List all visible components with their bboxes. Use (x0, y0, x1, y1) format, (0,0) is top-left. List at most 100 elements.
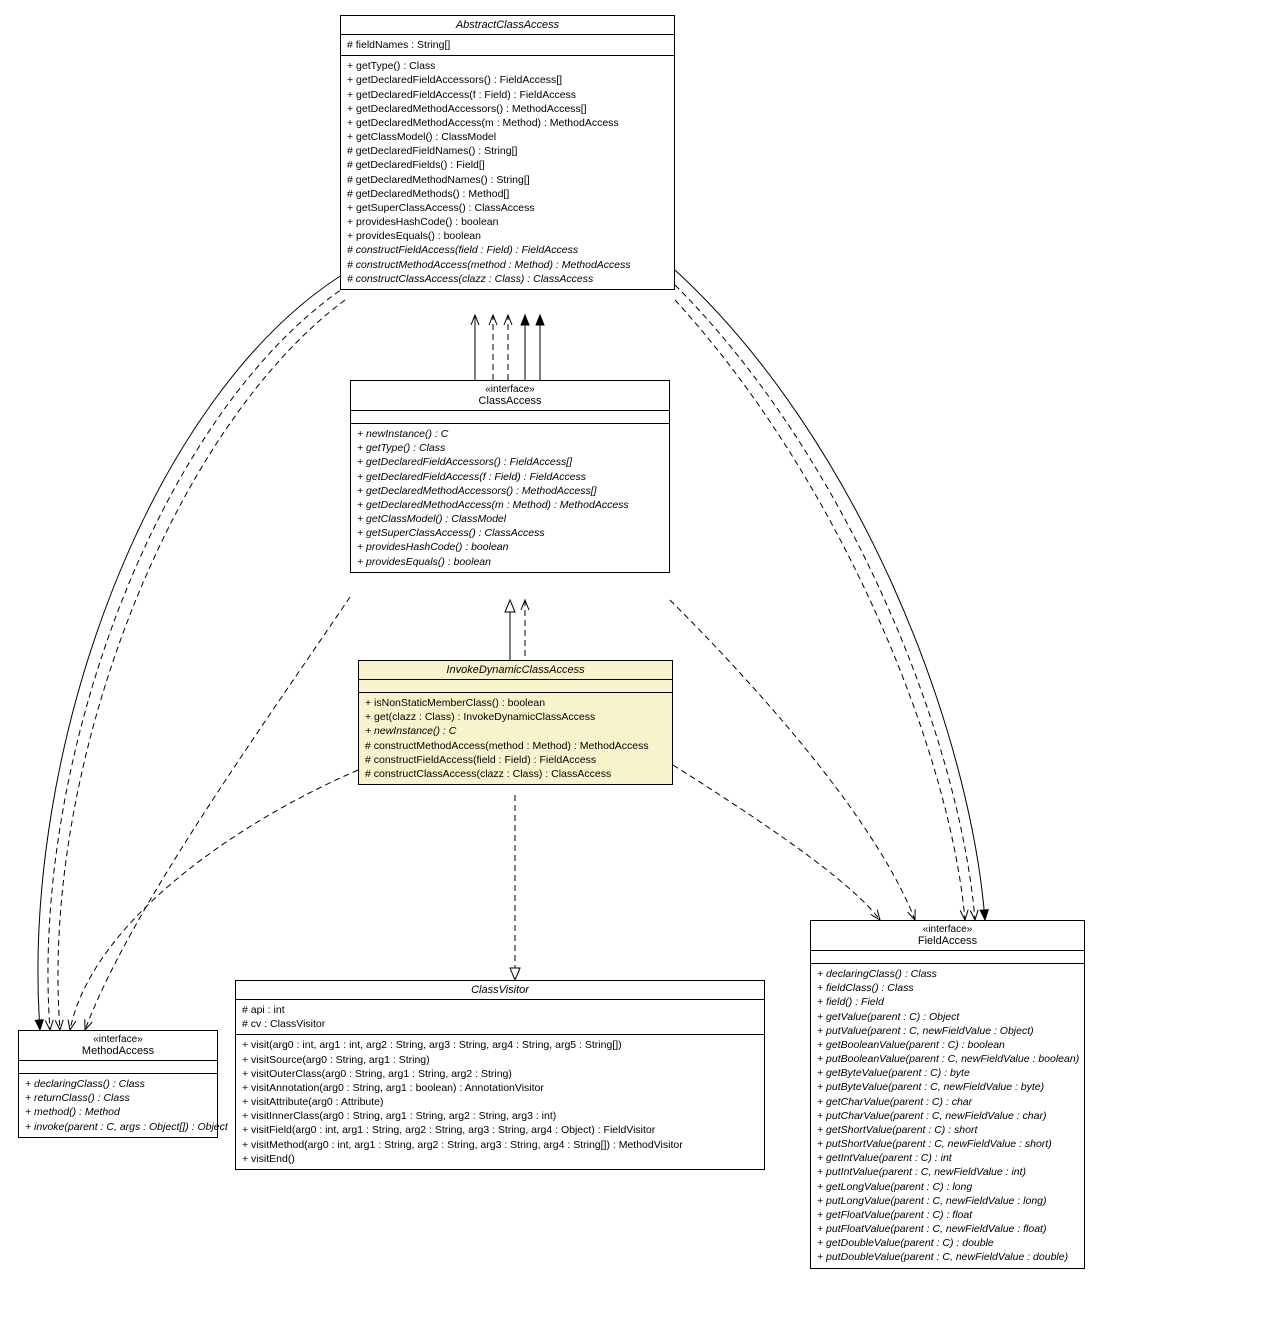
operation-row: # getDeclaredMethodNames() : String[] (347, 173, 668, 187)
operation-row: + visitMethod(arg0 : int, arg1 : String,… (242, 1138, 758, 1152)
attributes-section (359, 680, 672, 693)
class-title: «interface»MethodAccess (19, 1031, 217, 1061)
operation-row: + visitAnnotation(arg0 : String, arg1 : … (242, 1081, 758, 1095)
operation-row: + getDeclaredMethodAccessors() : MethodA… (357, 484, 663, 498)
operation-row: + getDeclaredMethodAccess(m : Method) : … (347, 116, 668, 130)
attribute-row: # fieldNames : String[] (347, 38, 668, 52)
operation-row: + putDoubleValue(parent : C, newFieldVal… (817, 1250, 1078, 1264)
operation-row: + getDeclaredFieldAccess(f : Field) : Fi… (347, 88, 668, 102)
attributes-section: # fieldNames : String[] (341, 35, 674, 56)
operation-row: + field() : Field (817, 995, 1078, 1009)
stereotype-label: «interface» (25, 1034, 211, 1045)
operation-row: # constructFieldAccess(field : Field) : … (365, 753, 666, 767)
operation-row: # constructClassAccess(clazz : Class) : … (365, 767, 666, 781)
operation-row: + returnClass() : Class (25, 1091, 211, 1105)
operation-row: + visitField(arg0 : int, arg1 : String, … (242, 1123, 758, 1137)
class-invoke-dynamic-class-access: InvokeDynamicClassAccess + isNonStaticMem… (358, 660, 673, 785)
class-name: ClassVisitor (242, 984, 758, 996)
attributes-section: # api : int# cv : ClassVisitor (236, 1000, 764, 1035)
operation-row: + getDoubleValue(parent : C) : double (817, 1236, 1078, 1250)
operation-row: + getClassModel() : ClassModel (357, 512, 663, 526)
class-title: «interface»FieldAccess (811, 921, 1084, 951)
operation-row: + getDeclaredMethodAccessors() : MethodA… (347, 102, 668, 116)
operation-row: + isNonStaticMemberClass() : boolean (365, 696, 666, 710)
class-abstract-class-access: AbstractClassAccess # fieldNames : String… (340, 15, 675, 290)
operation-row: + putLongValue(parent : C, newFieldValue… (817, 1194, 1078, 1208)
operation-row: + providesEquals() : boolean (357, 555, 663, 569)
operation-row: + getFloatValue(parent : C) : float (817, 1208, 1078, 1222)
operation-row: + putCharValue(parent : C, newFieldValue… (817, 1109, 1078, 1123)
operation-row: + getDeclaredFieldAccess(f : Field) : Fi… (357, 470, 663, 484)
operation-row: + getDeclaredFieldAccessors() : FieldAcc… (347, 73, 668, 87)
operation-row: + getClassModel() : ClassModel (347, 130, 668, 144)
attributes-section (351, 411, 669, 424)
operation-row: + putByteValue(parent : C, newFieldValue… (817, 1080, 1078, 1094)
operation-row: + visitSource(arg0 : String, arg1 : Stri… (242, 1053, 758, 1067)
operation-row: # getDeclaredFieldNames() : String[] (347, 144, 668, 158)
diagram-canvas: AbstractClassAccess # fieldNames : String… (10, 10, 1270, 1310)
attribute-row: # api : int (242, 1003, 758, 1017)
class-name: MethodAccess (25, 1045, 211, 1057)
operation-row: + getValue(parent : C) : Object (817, 1010, 1078, 1024)
operation-row: # getDeclaredMethods() : Method[] (347, 187, 668, 201)
operations-section: + newInstance() : C+ getType() : Class+ … (351, 424, 669, 572)
operation-row: + getDeclaredFieldAccessors() : FieldAcc… (357, 455, 663, 469)
operation-row: # constructMethodAccess(method : Method)… (365, 739, 666, 753)
operation-row: + visit(arg0 : int, arg1 : int, arg2 : S… (242, 1038, 758, 1052)
stereotype-label: «interface» (357, 384, 663, 395)
class-name: InvokeDynamicClassAccess (365, 664, 666, 676)
interface-class-access: «interface»ClassAccess + newInstance() : … (350, 380, 670, 573)
operation-row: + providesHashCode() : boolean (357, 540, 663, 554)
operation-row: + putIntValue(parent : C, newFieldValue … (817, 1165, 1078, 1179)
operation-row: + putFloatValue(parent : C, newFieldValu… (817, 1222, 1078, 1236)
operation-row: + getLongValue(parent : C) : long (817, 1180, 1078, 1194)
operation-row: + getBooleanValue(parent : C) : boolean (817, 1038, 1078, 1052)
stereotype-label: «interface» (817, 924, 1078, 935)
class-name: AbstractClassAccess (347, 19, 668, 31)
operation-row: + putValue(parent : C, newFieldValue : O… (817, 1024, 1078, 1038)
operations-section: + declaringClass() : Class+ returnClass(… (19, 1074, 217, 1137)
operations-section: + getType() : Class+ getDeclaredFieldAcc… (341, 56, 674, 289)
operation-row: + declaringClass() : Class (817, 967, 1078, 981)
attributes-section (811, 951, 1084, 964)
class-name: FieldAccess (817, 935, 1078, 947)
operation-row: + declaringClass() : Class (25, 1077, 211, 1091)
operation-row: + getByteValue(parent : C) : byte (817, 1066, 1078, 1080)
class-class-visitor: ClassVisitor # api : int# cv : ClassVisit… (235, 980, 765, 1170)
operation-row: + getIntValue(parent : C) : int (817, 1151, 1078, 1165)
operation-row: + fieldClass() : Class (817, 981, 1078, 995)
operation-row: + newInstance() : C (357, 427, 663, 441)
operation-row: + visitOuterClass(arg0 : String, arg1 : … (242, 1067, 758, 1081)
operation-row: + getSuperClassAccess() : ClassAccess (347, 201, 668, 215)
operation-row: + getSuperClassAccess() : ClassAccess (357, 526, 663, 540)
operation-row: # getDeclaredFields() : Field[] (347, 158, 668, 172)
operation-row: + providesEquals() : boolean (347, 229, 668, 243)
operation-row: + getCharValue(parent : C) : char (817, 1095, 1078, 1109)
operation-row: + newInstance() : C (365, 724, 666, 738)
class-title: AbstractClassAccess (341, 16, 674, 35)
operation-row: # constructClassAccess(clazz : Class) : … (347, 272, 668, 286)
class-title: InvokeDynamicClassAccess (359, 661, 672, 680)
operation-row: + getShortValue(parent : C) : short (817, 1123, 1078, 1137)
operation-row: # constructMethodAccess(method : Method)… (347, 258, 668, 272)
class-title: ClassVisitor (236, 981, 764, 1000)
operations-section: + visit(arg0 : int, arg1 : int, arg2 : S… (236, 1035, 764, 1169)
interface-field-access: «interface»FieldAccess + declaringClass()… (810, 920, 1085, 1269)
operation-row: + putBooleanValue(parent : C, newFieldVa… (817, 1052, 1078, 1066)
operation-row: + invoke(parent : C, args : Object[]) : … (25, 1120, 211, 1134)
operations-section: + isNonStaticMemberClass() : boolean+ ge… (359, 693, 672, 784)
attribute-row: # cv : ClassVisitor (242, 1017, 758, 1031)
operation-row: + getDeclaredMethodAccess(m : Method) : … (357, 498, 663, 512)
operation-row: + visitEnd() (242, 1152, 758, 1166)
operation-row: + method() : Method (25, 1105, 211, 1119)
operations-section: + declaringClass() : Class+ fieldClass()… (811, 964, 1084, 1268)
interface-method-access: «interface»MethodAccess + declaringClass(… (18, 1030, 218, 1138)
class-name: ClassAccess (357, 395, 663, 407)
class-title: «interface»ClassAccess (351, 381, 669, 411)
operation-row: + putShortValue(parent : C, newFieldValu… (817, 1137, 1078, 1151)
operation-row: + visitInnerClass(arg0 : String, arg1 : … (242, 1109, 758, 1123)
operation-row: + providesHashCode() : boolean (347, 215, 668, 229)
operation-row: + get(clazz : Class) : InvokeDynamicClas… (365, 710, 666, 724)
operation-row: + getType() : Class (357, 441, 663, 455)
operation-row: + getType() : Class (347, 59, 668, 73)
